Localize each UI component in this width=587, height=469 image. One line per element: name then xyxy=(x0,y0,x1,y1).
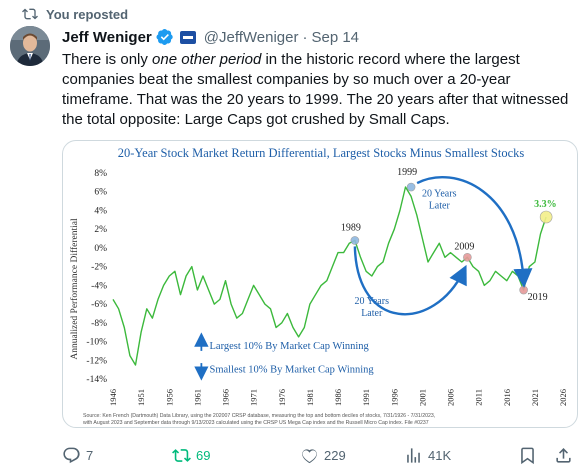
tweet-header: Jeff Weniger @JeffWeniger · Sep 14 xyxy=(62,26,359,48)
series-line xyxy=(112,186,547,366)
views-button[interactable]: 41K xyxy=(404,444,451,466)
annotation-label: 3.3% xyxy=(534,199,557,210)
bookmark-button[interactable] xyxy=(518,444,537,466)
tweet-text-part: in the historic record where the largest… xyxy=(62,51,569,128)
reply-icon xyxy=(63,447,80,463)
annotation-line: 20 Years xyxy=(355,296,390,307)
y-tick-label: -10% xyxy=(86,338,107,348)
curved-arrow xyxy=(353,246,467,316)
annotation-label: 20 Years Later xyxy=(355,296,390,319)
action-bar: 7 69 229 41K xyxy=(62,444,578,466)
x-tick-label: 2011 xyxy=(474,389,484,406)
share-icon xyxy=(556,447,571,463)
x-tick-label: 1966 xyxy=(221,389,231,406)
y-tick-label: -14% xyxy=(86,375,107,385)
chart-image: 20-Year Stock Market Return Differential… xyxy=(69,146,568,426)
x-tick-label: 2021 xyxy=(530,389,540,406)
repost-count: 69 xyxy=(196,447,211,463)
tweet-text-part: There is only xyxy=(62,51,153,68)
caption-largest: Largest 10% By Market Cap Winning xyxy=(210,341,370,352)
x-tick-label: 2016 xyxy=(502,389,512,406)
x-tick-label: 1956 xyxy=(164,389,174,406)
annotation-line: Later xyxy=(361,308,383,319)
views-icon xyxy=(407,447,420,463)
chart-source-line-1: Source: Ken French (Dartmouth) Data Libr… xyxy=(83,413,435,419)
like-button[interactable]: 229 xyxy=(300,444,346,466)
annotation-label: 1999 xyxy=(397,167,417,178)
x-tick-label: 1991 xyxy=(361,389,371,406)
y-axis: 8% 6% 4% 2% 0% -2% -4% -6% -8% -10% -12% -14% xyxy=(86,169,107,385)
annotation-label: 1989 xyxy=(341,222,361,233)
x-tick-label: 1951 xyxy=(136,389,146,406)
y-tick-label: -4% xyxy=(91,281,107,291)
y-tick-label: 2% xyxy=(94,225,107,235)
views-count: 41K xyxy=(428,447,452,463)
point-marker xyxy=(406,182,416,192)
point-marker xyxy=(463,252,472,262)
x-tick-label: 1996 xyxy=(389,389,399,406)
x-tick-label: 2001 xyxy=(417,389,427,406)
y-tick-label: 0% xyxy=(94,244,107,254)
curved-arrow xyxy=(416,176,533,288)
affiliate-flag-icon[interactable] xyxy=(179,30,196,44)
repost-banner-text: You reposted xyxy=(46,6,129,22)
x-tick-label: 2006 xyxy=(446,389,456,406)
y-tick-label: 6% xyxy=(94,188,107,198)
y-tick-label: 4% xyxy=(94,206,107,216)
annotation-label: 2019 xyxy=(528,292,548,303)
bookmark-icon xyxy=(521,447,534,464)
annotation-label: 20 Years Later xyxy=(422,188,457,211)
x-axis: 1946 1951 1956 1961 1966 1971 1976 1981 1986 1991… xyxy=(108,389,568,406)
tweet-media[interactable]: 20-Year Stock Market Return Differential… xyxy=(62,140,578,428)
repost-icon xyxy=(172,448,191,462)
repost-button[interactable]: 69 xyxy=(172,444,210,466)
x-tick-label: 1961 xyxy=(192,389,202,406)
avatar-image xyxy=(10,26,50,66)
point-marker xyxy=(519,285,528,295)
tweet-text-emphasis: one other period xyxy=(152,51,262,68)
y-tick-label: -12% xyxy=(86,356,107,366)
tweet-text: There is only one other period in the hi… xyxy=(62,50,574,130)
repost-banner: You reposted xyxy=(22,5,128,23)
x-tick-label: 2026 xyxy=(558,389,568,406)
author-handle[interactable]: @JeffWeniger xyxy=(203,28,299,46)
y-tick-label: -2% xyxy=(91,263,107,273)
series-layer xyxy=(112,186,547,366)
reply-button[interactable]: 7 xyxy=(62,444,93,466)
chart-ylabel: Annualized Performance Differential xyxy=(69,218,80,360)
y-tick-label: 8% xyxy=(94,169,107,179)
x-tick-label: 1976 xyxy=(277,389,287,406)
annotation-line: 20 Years xyxy=(422,188,457,199)
chart-source-line-2: with August 2023 and September data thro… xyxy=(83,420,429,426)
author-name[interactable]: Jeff Weniger xyxy=(62,28,152,46)
x-tick-label: 1986 xyxy=(333,389,343,406)
point-marker xyxy=(539,210,553,224)
header-separator: · xyxy=(302,28,308,46)
reply-count: 7 xyxy=(86,447,94,463)
x-tick-label: 1971 xyxy=(249,389,259,406)
avatar[interactable] xyxy=(10,26,50,66)
annotation-line: Later xyxy=(429,200,451,211)
heart-icon xyxy=(302,448,317,463)
y-tick-label: -6% xyxy=(91,300,107,310)
verified-badge-icon[interactable] xyxy=(156,28,174,46)
point-marker xyxy=(350,236,360,245)
repost-icon xyxy=(22,8,38,20)
chart-title: 20-Year Stock Market Return Differential… xyxy=(118,146,525,160)
x-tick-label: 1946 xyxy=(108,389,118,406)
annotation-label: 2009 xyxy=(454,241,474,252)
tweet-date[interactable]: Sep 14 xyxy=(311,28,360,46)
like-count: 229 xyxy=(324,447,346,463)
y-tick-label: -8% xyxy=(91,319,107,329)
caption-smallest: Smallest 10% By Market Cap Winning xyxy=(210,365,375,376)
share-button[interactable] xyxy=(554,444,573,466)
x-tick-label: 1981 xyxy=(305,389,315,406)
